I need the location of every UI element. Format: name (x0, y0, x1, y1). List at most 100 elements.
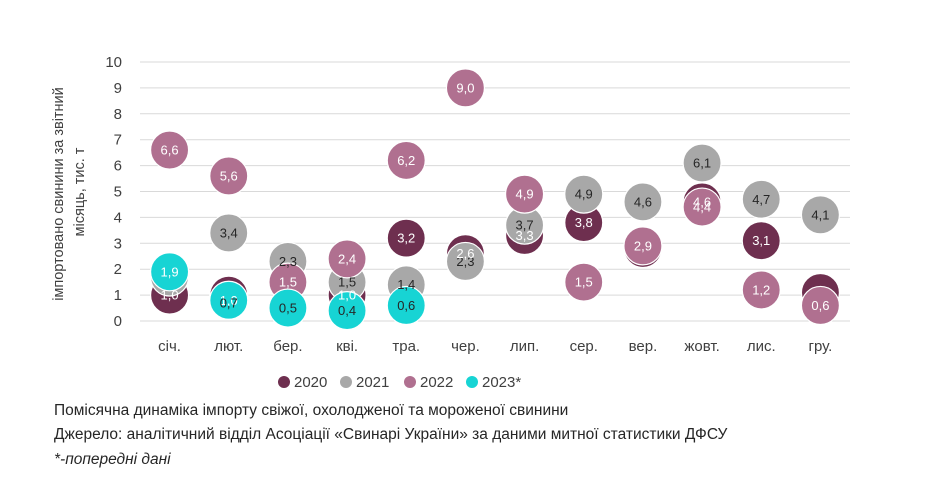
y-axis-label: імпортовано свинини за звітний місяць, т… (51, 83, 88, 301)
legend-label: 2021 (356, 374, 389, 391)
data-label: 4,4 (693, 200, 711, 215)
x-tick-label: кві. (336, 338, 358, 355)
x-tick-label: лют. (214, 338, 243, 355)
data-label: 3,1 (752, 233, 770, 248)
data-point-2022 (741, 270, 781, 310)
data-point-2023* (268, 288, 308, 328)
x-tick-label: бер. (273, 338, 302, 355)
y-axis-label-line-2: місяць, тис. т (72, 147, 88, 236)
chart-caption-note: *-попередні дані (54, 451, 171, 468)
x-tick-label: сер. (570, 338, 598, 355)
data-labels: 1,0 3,2 3,3 3,8 4,6 3,1 3,4 2,3 1,5 1,4 2,3 3,7 4,9 4… (161, 80, 830, 318)
x-tick-label: лип. (510, 338, 539, 355)
data-point-2021 (741, 179, 781, 219)
y-axis-label-line-1: імпортовано свинини за звітний (51, 87, 67, 301)
legend-label: 2023* (482, 374, 521, 391)
x-tick-label: жовт. (684, 338, 719, 355)
data-label: 3,7 (516, 218, 534, 233)
data-label: 0,6 (811, 298, 829, 313)
data-point-2022 (623, 226, 663, 266)
y-tick-label: 5 (114, 184, 122, 201)
data-label: 0,4 (338, 303, 356, 318)
data-label: 4,7 (752, 192, 770, 207)
data-label: 2,3 (279, 254, 297, 269)
data-label: 3,2 (397, 231, 415, 246)
data-points (149, 68, 841, 331)
data-point-2022 (327, 239, 367, 279)
x-tick-label: січ. (158, 338, 181, 355)
data-label: 3,4 (220, 225, 238, 240)
data-label: 9,0 (456, 80, 474, 95)
y-tick-label: 7 (114, 132, 122, 149)
data-label: 4,1 (811, 207, 829, 222)
x-axis-ticks: січ. лют. бер. кві. тра. чер. лип. сер. вер. жовт… (158, 338, 832, 355)
data-point-2020 (386, 218, 426, 258)
legend-label: 2022 (420, 374, 453, 391)
data-point-2022 (386, 140, 426, 181)
data-point-2023* (149, 252, 190, 292)
data-label: 1,0 (338, 288, 356, 303)
data-label: 0,5 (279, 301, 297, 316)
data-label: 1,0 (161, 288, 179, 303)
y-tick-label: 6 (114, 158, 122, 175)
data-point-2021 (623, 182, 663, 222)
data-label: 1,0 (220, 293, 238, 308)
legend-marker-2023* (466, 376, 478, 388)
data-point-2022 (149, 130, 190, 170)
data-point-2021 (800, 195, 841, 235)
data-point-2020 (741, 221, 781, 261)
x-tick-label: вер. (629, 338, 658, 355)
data-label: 2,4 (338, 251, 356, 266)
y-tick-label: 4 (114, 209, 122, 226)
data-label: 4,6 (634, 194, 652, 209)
x-tick-label: гру. (809, 338, 833, 355)
data-label: 1,5 (575, 275, 593, 290)
y-tick-label: 2 (114, 261, 122, 278)
data-label: 4,9 (575, 187, 593, 202)
data-label: 1,5 (338, 275, 356, 290)
data-point-2022 (445, 68, 486, 108)
data-label: 2,6 (456, 246, 474, 261)
y-tick-label: 0 (114, 313, 122, 330)
data-label: 6,1 (693, 156, 711, 171)
data-point-2023* (386, 285, 426, 326)
y-tick-label: 8 (114, 106, 122, 123)
data-point-2021 (564, 174, 604, 214)
data-label: 0,7 (220, 295, 238, 310)
data-point-2023* (209, 280, 249, 320)
legend-marker-2022 (404, 376, 416, 388)
y-axis-ticks: 0 1 2 3 4 5 6 7 8 9 10 (105, 54, 122, 330)
y-tick-label: 1 (114, 287, 122, 304)
data-point-2021 (682, 143, 722, 183)
gridlines (140, 61, 850, 322)
y-tick-label: 3 (114, 235, 122, 252)
legend: 2020 2021 2022 2023* (278, 374, 521, 391)
data-label: 4,6 (693, 194, 711, 209)
data-point-2021 (209, 213, 249, 253)
data-point-2021 (445, 241, 486, 282)
data-label: 4,9 (516, 187, 534, 202)
data-point-2022 (682, 187, 722, 227)
y-tick-label: 10 (105, 54, 122, 71)
data-point-2022 (504, 174, 545, 214)
chart-caption-source: Джерело: аналітичний відділ Асоціації «С… (54, 426, 728, 443)
x-tick-label: лис. (747, 338, 776, 355)
y-tick-label: 9 (114, 80, 122, 97)
legend-marker-2021 (340, 376, 352, 388)
data-label: 1,9 (161, 264, 179, 279)
bubble-chart: 0 1 2 3 4 5 6 7 8 9 10 січ. лют. бер. кві. тра. чер. лип… (51, 54, 850, 391)
data-label: 2,9 (634, 238, 652, 253)
legend-marker-2020 (278, 376, 290, 388)
data-point-2023* (327, 291, 367, 331)
data-point-2022 (209, 156, 249, 196)
data-label: 5,6 (220, 168, 238, 183)
legend-label: 2020 (294, 374, 327, 391)
data-label: 3,3 (516, 228, 534, 243)
data-label: 2,3 (456, 254, 474, 269)
data-label: 1,5 (279, 275, 297, 290)
data-label: 0,6 (397, 298, 415, 313)
data-point-2022 (564, 262, 604, 302)
data-label: 1,2 (752, 282, 770, 297)
x-tick-label: чер. (451, 338, 480, 355)
data-label: 3,8 (575, 215, 593, 230)
